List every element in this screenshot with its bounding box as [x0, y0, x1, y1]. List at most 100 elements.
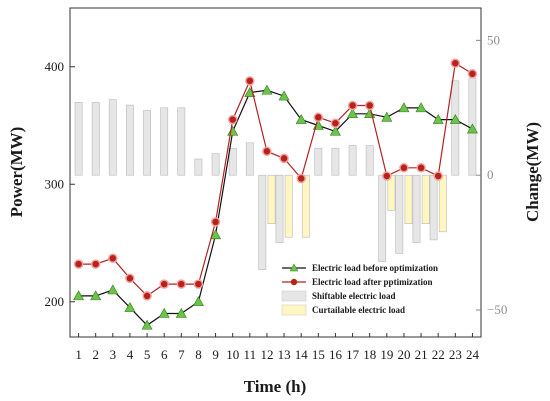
left-tick-label: 200 — [45, 294, 65, 309]
point-after-1 — [73, 259, 84, 269]
shiftable-bar-3 — [108, 99, 117, 176]
legend-marker — [289, 263, 299, 272]
shiftable-bar-2 — [91, 102, 100, 176]
x-tick-label: 21 — [415, 347, 428, 362]
point-after-23 — [450, 58, 461, 68]
right-tick-label: −50 — [487, 302, 507, 317]
point-after-16 — [330, 118, 341, 128]
x-tick-label: 11 — [244, 347, 257, 362]
shiftable-bar-9 — [211, 153, 220, 176]
point-after-17 — [347, 100, 358, 111]
point-before-10 — [227, 125, 239, 136]
shiftable-bar-7 — [177, 107, 186, 176]
curtailable-bar-20 — [404, 174, 413, 224]
point-before-1 — [73, 290, 85, 301]
right-axis-title: Change(MW) — [523, 122, 542, 222]
shiftable-bar-4 — [126, 104, 134, 176]
x-tick-label: 23 — [449, 347, 462, 362]
curtailable-bar-12 — [267, 174, 276, 224]
x-axis: 1 2 3 4 5 6 7 8 9 10 11 12 13 14 15 16 17 18 19 20 21 22 23 24 — [75, 333, 479, 362]
x-tick-label: 4 — [127, 347, 134, 362]
legend-label: Curtailable electric load — [312, 305, 405, 315]
right-tick-label: 0 — [487, 167, 494, 182]
shiftable-bar-17 — [348, 145, 357, 176]
legend-label: Electric load before optimization — [312, 263, 438, 273]
shiftable-bar-12 — [258, 174, 267, 270]
left-tick-label: 300 — [45, 176, 65, 191]
curtailable-bar-21 — [421, 174, 430, 224]
shiftable-bar-20 — [395, 174, 404, 254]
shiftable-bar-13 — [275, 174, 284, 243]
point-before-23 — [449, 114, 461, 124]
bars-layer — [74, 77, 477, 270]
point-before-13 — [278, 90, 290, 101]
curtailable-bar-13 — [284, 174, 293, 238]
point-before-7 — [175, 307, 187, 318]
point-after-5 — [142, 291, 152, 301]
plot-frame — [69, 7, 482, 338]
x-tick-label: 20 — [397, 347, 410, 362]
x-tick-label: 2 — [92, 347, 99, 362]
point-before-22 — [432, 114, 444, 124]
point-before-4 — [124, 302, 136, 312]
point-after-4 — [125, 273, 135, 284]
shiftable-bar-23 — [451, 80, 460, 176]
x-tick-label: 16 — [329, 347, 343, 362]
x-tick-label: 6 — [161, 347, 168, 362]
shiftable-bar-10 — [228, 147, 237, 176]
x-tick-label: 14 — [295, 347, 309, 362]
point-before-14 — [295, 114, 307, 124]
x-tick-label: 8 — [195, 347, 202, 362]
x-tick-label: 5 — [144, 347, 151, 362]
x-axis-title: Time (h) — [244, 377, 307, 396]
shiftable-bar-18 — [365, 145, 374, 176]
point-before-8 — [192, 296, 204, 307]
curtailable-bar-14 — [301, 174, 310, 238]
shiftable-bar-1 — [74, 102, 83, 176]
curtailable-bar-19 — [387, 174, 396, 211]
point-after-11 — [245, 76, 255, 86]
point-after-24 — [467, 69, 478, 79]
point-after-12 — [262, 146, 272, 157]
point-after-3 — [108, 253, 118, 264]
left-axis-title: Power(MW) — [7, 127, 26, 218]
point-after-14 — [296, 173, 306, 184]
left-tick-label: 400 — [45, 59, 65, 74]
right-tick-label: 50 — [487, 32, 500, 47]
point-after-2 — [90, 259, 101, 269]
point-before-16 — [329, 125, 341, 136]
point-before-3 — [107, 284, 119, 295]
legend-label: Shiftable electric load — [312, 291, 395, 301]
point-before-2 — [90, 290, 102, 301]
point-after-21 — [416, 163, 426, 173]
point-before-21 — [415, 102, 427, 113]
shiftable-bar-6 — [160, 107, 169, 176]
shiftable-bar-16 — [331, 147, 340, 176]
curtailable-bar-22 — [438, 174, 447, 233]
legend: Electric load before optimization Electri… — [281, 263, 438, 316]
point-before-6 — [158, 307, 170, 318]
x-tick-label: 18 — [363, 347, 376, 362]
point-after-13 — [279, 153, 289, 164]
point-before-12 — [261, 84, 273, 95]
point-after-8 — [193, 279, 204, 289]
point-after-19 — [382, 171, 392, 181]
x-tick-label: 1 — [75, 347, 82, 362]
x-tick-label: 15 — [312, 347, 325, 362]
legend-label: Electric load after pptimization — [312, 277, 433, 287]
shiftable-bar-19 — [378, 174, 387, 262]
x-tick-label: 13 — [278, 347, 291, 362]
legend-swatch — [281, 304, 307, 316]
point-after-22 — [433, 171, 443, 181]
point-after-15 — [313, 112, 324, 123]
point-after-10 — [227, 114, 238, 125]
x-tick-label: 12 — [260, 347, 273, 362]
point-after-7 — [176, 279, 187, 289]
lines-layer — [73, 58, 478, 330]
x-tick-label: 7 — [178, 347, 185, 362]
x-tick-label: 19 — [380, 347, 393, 362]
x-tick-label: 10 — [226, 347, 239, 362]
shiftable-bar-21 — [412, 174, 421, 243]
x-tick-label: 3 — [110, 347, 117, 362]
